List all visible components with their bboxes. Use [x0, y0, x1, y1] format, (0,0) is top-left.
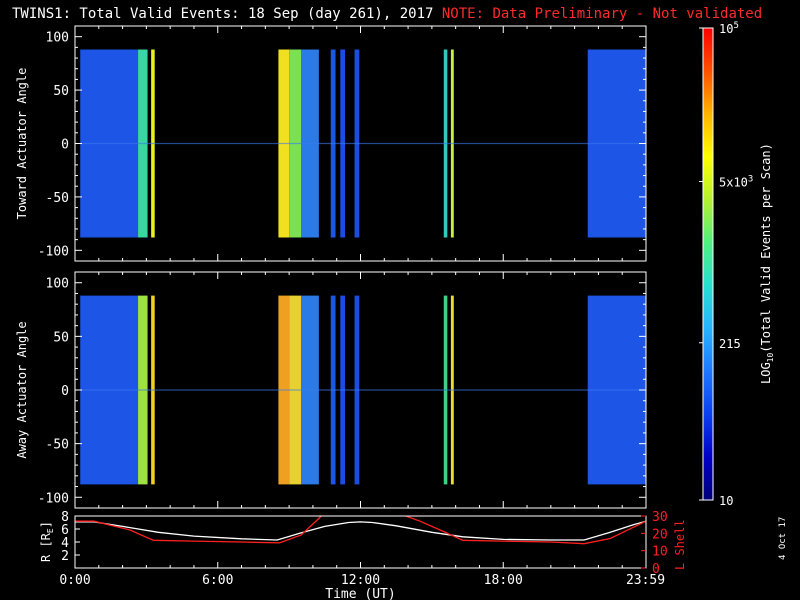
y-tick-label: 0 [61, 384, 69, 399]
y-tick-label: 100 [46, 31, 69, 46]
r-tick-label: 6 [61, 523, 69, 538]
x-tick-label: 0:00 [59, 573, 90, 588]
colorbar-tick-label: 10 [719, 494, 733, 508]
figure-title: TWINS1: Total Valid Events: 18 Sep (day … [12, 6, 762, 22]
colorbar-tick-base: 5x10 [719, 176, 748, 190]
y-tick-label: -100 [38, 491, 69, 506]
colorbar-tick-base: 10 [719, 22, 733, 36]
plot-date-stamp: 4 Oct 17 [778, 516, 788, 560]
lshell-line [75, 516, 646, 545]
colorbar-tick-label: 215 [719, 337, 741, 351]
colorbar-tick-base: 10 [719, 494, 733, 508]
r-label-sub: E [46, 528, 55, 533]
y-axis-label: Away Actuator Angle [15, 321, 29, 458]
r-label-main: R [R [39, 532, 53, 562]
x-tick-label: 6:00 [202, 573, 233, 588]
r-axis-label: R [RE] [39, 521, 55, 562]
colorbar-tick-base: 215 [719, 337, 741, 351]
lshell-tick-label: 0 [652, 562, 660, 577]
colorbar-label-rest: (Total Valid Events per Scan) [759, 143, 773, 353]
lshell-tick-label: 30 [652, 510, 668, 525]
colorbar-tick-exp: 5 [733, 21, 738, 31]
y-tick-label: -100 [38, 244, 69, 259]
lshell-axis-label: L Shell [673, 519, 687, 570]
r-tick-label: 2 [61, 549, 69, 564]
x-tick-label: 12:00 [341, 573, 380, 588]
colorbar-label-sub: 10 [766, 352, 775, 362]
y-tick-label: 50 [53, 330, 69, 345]
y-tick-label: 0 [61, 138, 69, 153]
r-tick-label: 4 [61, 536, 69, 551]
colorbar-scale [702, 27, 714, 501]
colorbar-label-main: LOG [759, 362, 773, 384]
colorbar-tick-label: 5x103 [719, 175, 753, 190]
preliminary-note: NOTE: Data Preliminary - Not validated [441, 6, 763, 22]
x-tick-label: 18:00 [484, 573, 523, 588]
orbit-lines [75, 516, 646, 545]
lshell-tick-label: 10 [652, 545, 668, 560]
y-tick-label: -50 [46, 438, 69, 453]
y-tick-label: 50 [53, 84, 69, 99]
x-axis-label: Time (UT) [325, 587, 395, 600]
y-tick-label: -50 [46, 191, 69, 206]
x-tick-label: 23:59 [626, 573, 665, 588]
colorbar-tick-exp: 3 [748, 175, 753, 185]
colorbar-tick-label: 105 [719, 21, 739, 36]
r-label-end: ] [39, 521, 53, 528]
radius-line [75, 520, 646, 541]
title-text: TWINS1: Total Valid Events: 18 Sep (day … [12, 6, 434, 22]
y-axis-label: Toward Actuator Angle [15, 68, 29, 220]
lshell-tick-label: 20 [652, 527, 668, 542]
r-tick-label: 8 [61, 510, 69, 525]
colorbar-label: LOG10(Total Valid Events per Scan) [759, 143, 775, 384]
y-tick-label: 100 [46, 277, 69, 292]
